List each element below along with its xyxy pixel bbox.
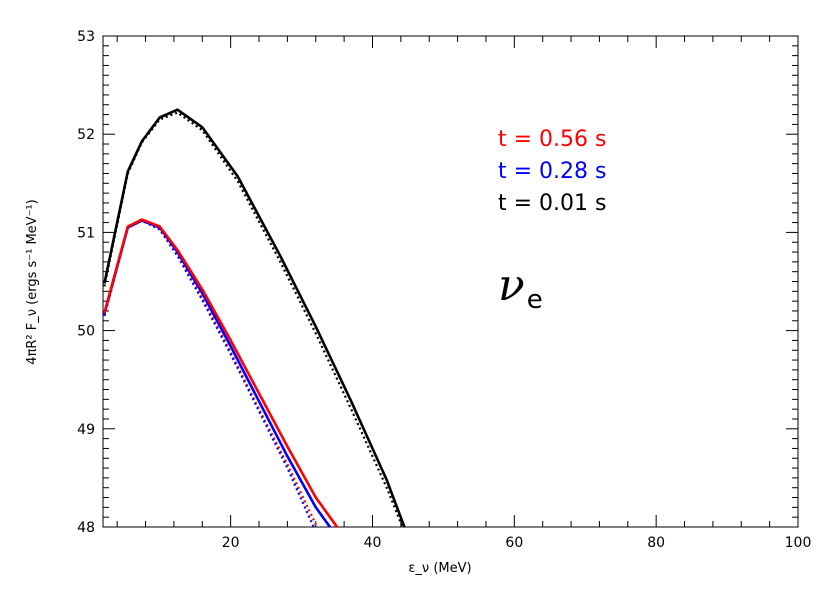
series-line-solid-5 <box>103 218 339 527</box>
series-layer <box>103 108 406 527</box>
legend: t = 0.56 s t = 0.28 s t = 0.01 s <box>498 127 607 216</box>
y-tick-label: 51 <box>77 225 95 241</box>
y-tick-label: 50 <box>77 324 95 340</box>
legend-entry: t = 0.28 s <box>498 159 607 184</box>
axis-ticks <box>103 35 799 528</box>
x-tick-label: 80 <box>647 535 665 551</box>
neutrino-annotation: νe <box>498 260 543 315</box>
series-line-solid-1 <box>103 108 406 527</box>
y-tick-label: 48 <box>77 520 95 536</box>
y-tick-label: 52 <box>77 127 95 143</box>
x-tick-label: 40 <box>364 535 382 551</box>
series-line-solid-4 <box>103 219 332 527</box>
y-tick-label: 49 <box>77 422 95 438</box>
x-tick-label: 20 <box>222 535 240 551</box>
x-axis-title: ε_ν (MeV) <box>408 561 471 576</box>
series-line-dotted-3 <box>103 219 315 527</box>
y-tick-label: 53 <box>77 29 95 45</box>
y-axis-title: 4πR² F_ν (ergs s⁻¹ MeV⁻¹) <box>25 199 40 364</box>
neutrino-flavor-subscript: e <box>527 285 543 315</box>
axis-tick-labels: 20 40 60 80 100 48 49 50 51 52 53 <box>77 29 811 551</box>
legend-entry: t = 0.01 s <box>498 191 607 216</box>
legend-entry: t = 0.56 s <box>498 127 607 152</box>
series-line-dotted-0 <box>103 111 404 527</box>
x-tick-label: 60 <box>505 535 523 551</box>
x-tick-label: 100 <box>785 535 812 551</box>
neutrino-symbol: ν <box>498 260 525 311</box>
plot-frame <box>102 35 799 528</box>
